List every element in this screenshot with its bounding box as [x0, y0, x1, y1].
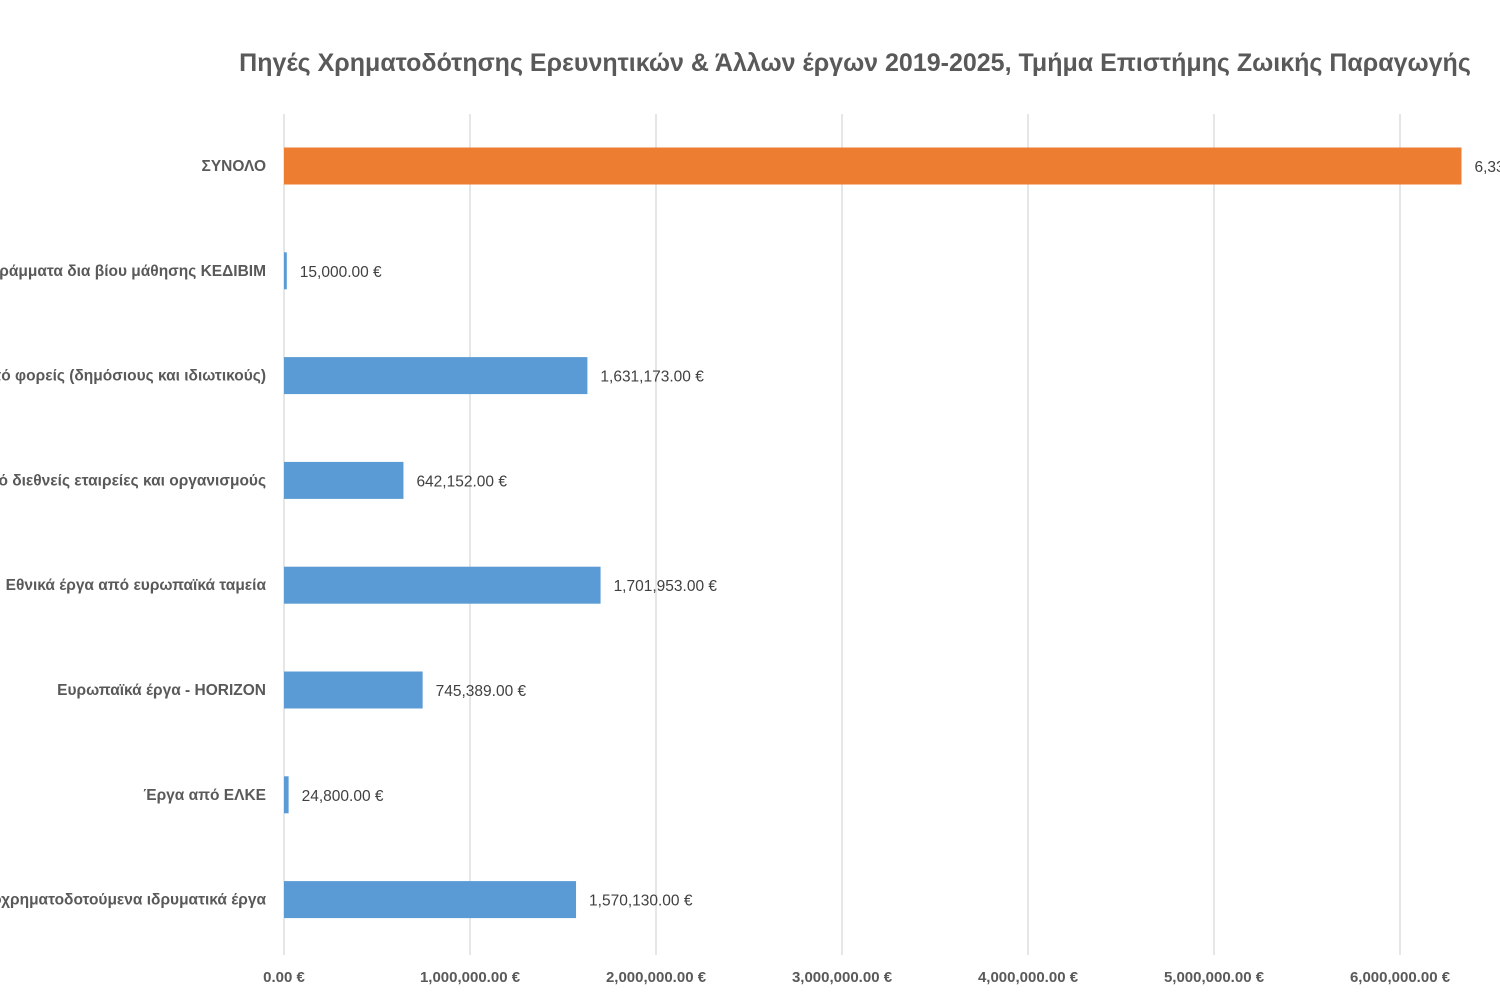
- bar: [284, 566, 601, 604]
- data-label: 6,330,597.00 €: [1474, 159, 1500, 176]
- x-tick-label: 6,000,000.00 €: [1350, 969, 1451, 986]
- category-label: Προγράμματα δια βίου μάθησης ΚΕΔΙΒΙΜ: [0, 263, 266, 280]
- data-label: 1,701,953.00 €: [614, 578, 718, 595]
- x-tick-label: 1,000,000.00 €: [420, 969, 521, 986]
- data-label: 1,631,173.00 €: [600, 369, 704, 386]
- x-tick-label: 2,000,000.00 €: [606, 969, 707, 986]
- data-labels: 6,330,597.00 € 15,000.00 € 1,631,173.00 € 6…: [300, 159, 1500, 910]
- data-label: 1,570,130.00 €: [589, 893, 693, 910]
- category-label: Εθνικά έργα από ευρωπαϊκά ταμεία: [6, 577, 267, 594]
- category-label: Έργα από ΕΛΚΕ: [143, 787, 266, 804]
- x-tick-label: 5,000,000.00 €: [1164, 969, 1265, 986]
- data-label: 745,389.00 €: [436, 683, 527, 700]
- bar: [284, 357, 588, 395]
- bar: [284, 881, 577, 919]
- data-label: 15,000.00 €: [300, 264, 382, 281]
- bars: [284, 147, 1462, 919]
- gridlines: [283, 114, 1401, 955]
- bar: [284, 776, 289, 814]
- bar: [284, 671, 423, 709]
- bar: [284, 147, 1462, 185]
- category-label: Ευρωπαϊκά έργα - HORIZON: [57, 682, 266, 699]
- x-tick-label: 4,000,000.00 €: [978, 969, 1079, 986]
- x-tick-label: 0.00 €: [263, 969, 305, 986]
- category-label: ΣΥΝΟΛΟ: [202, 158, 266, 175]
- bar: [284, 252, 287, 290]
- x-axis-tick-labels: 0.00 € 1,000,000.00 € 2,000,000.00 € 3,000,…: [263, 969, 1451, 986]
- category-label: Αυτοχρηματοδοτούμενα ιδρυματικά έργα: [0, 892, 266, 909]
- chart-title: Πηγές Χρηματοδότησης Ερευνητικών & Άλλων…: [239, 49, 1471, 77]
- category-label: Έργα από φορείς (δημόσιους και ιδιωτικού…: [0, 368, 266, 385]
- data-label: 24,800.00 €: [302, 788, 384, 805]
- data-label: 642,152.00 €: [416, 473, 507, 490]
- bar: [284, 461, 404, 499]
- x-tick-label: 3,000,000.00 €: [792, 969, 893, 986]
- category-label: Έργα από διεθνείς εταιρείες και οργανισμ…: [0, 472, 266, 489]
- category-labels: ΣΥΝΟΛΟ Προγράμματα δια βίου μάθησης ΚΕΔΙΒ…: [0, 158, 266, 909]
